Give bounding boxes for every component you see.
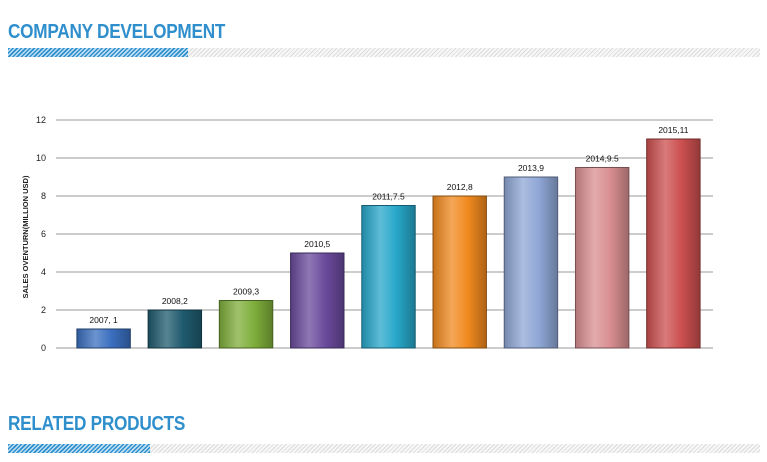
y-tick-label: 10 — [36, 153, 46, 163]
bar-2007 — [76, 328, 131, 349]
bar-2010 — [290, 252, 345, 349]
data-label-2008: 2008,2 — [162, 296, 188, 306]
data-labels: 2007, 1 2008,2 2009,3 2010,5 2011,7.5 2012,8 2… — [89, 125, 688, 325]
data-label-2015: 2015,11 — [658, 125, 688, 135]
related-section-divider — [150, 444, 760, 453]
company-development-title: COMPANY DEVELOPMENT — [8, 21, 226, 43]
section-divider — [188, 48, 760, 57]
y-tick-label: 2 — [41, 305, 46, 315]
bar-2014 — [574, 167, 630, 349]
data-label-2010: 2010,5 — [304, 239, 330, 249]
bar-2013 — [503, 176, 559, 349]
bars — [76, 138, 701, 349]
data-label-2012: 2012,8 — [447, 182, 473, 192]
y-axis-ticks: 0 2 4 6 8 10 12 — [36, 115, 46, 353]
company-development-header: COMPANY DEVELOPMENT — [8, 20, 760, 60]
data-label-2011: 2011,7.5 — [372, 192, 405, 202]
data-label-2013: 2013,9 — [518, 163, 544, 173]
y-tick-label: 12 — [36, 115, 46, 125]
bar-2015 — [646, 138, 701, 349]
y-tick-label: 6 — [41, 229, 46, 239]
y-tick-label: 4 — [41, 267, 46, 277]
bar-2008 — [147, 309, 203, 349]
y-axis-label: SALES OVENTURN(MILLION USD) — [21, 175, 30, 298]
bar-2012 — [432, 195, 487, 349]
related-products-title: RELATED PRODUCTS — [8, 413, 186, 435]
bar-chart-svg: 0 2 4 6 8 10 12 2007, 1 2008,2 2009,3 2010,5 2011,… — [21, 115, 713, 353]
data-label-2007: 2007, 1 — [89, 315, 118, 325]
data-label-2009: 2009,3 — [233, 287, 259, 297]
y-tick-label: 8 — [41, 191, 46, 201]
bar-2011 — [361, 205, 416, 349]
related-underline-accent — [8, 444, 150, 453]
bar-2009 — [218, 300, 274, 349]
title-underline-accent — [8, 48, 188, 57]
data-label-2014: 2014,9.5 — [586, 154, 619, 164]
sales-chart: 0 2 4 6 8 10 12 2007, 1 2008,2 2009,3 2010,5 2011,… — [0, 90, 767, 370]
related-products-header: RELATED PRODUCTS — [8, 412, 760, 456]
y-tick-label: 0 — [41, 343, 46, 353]
